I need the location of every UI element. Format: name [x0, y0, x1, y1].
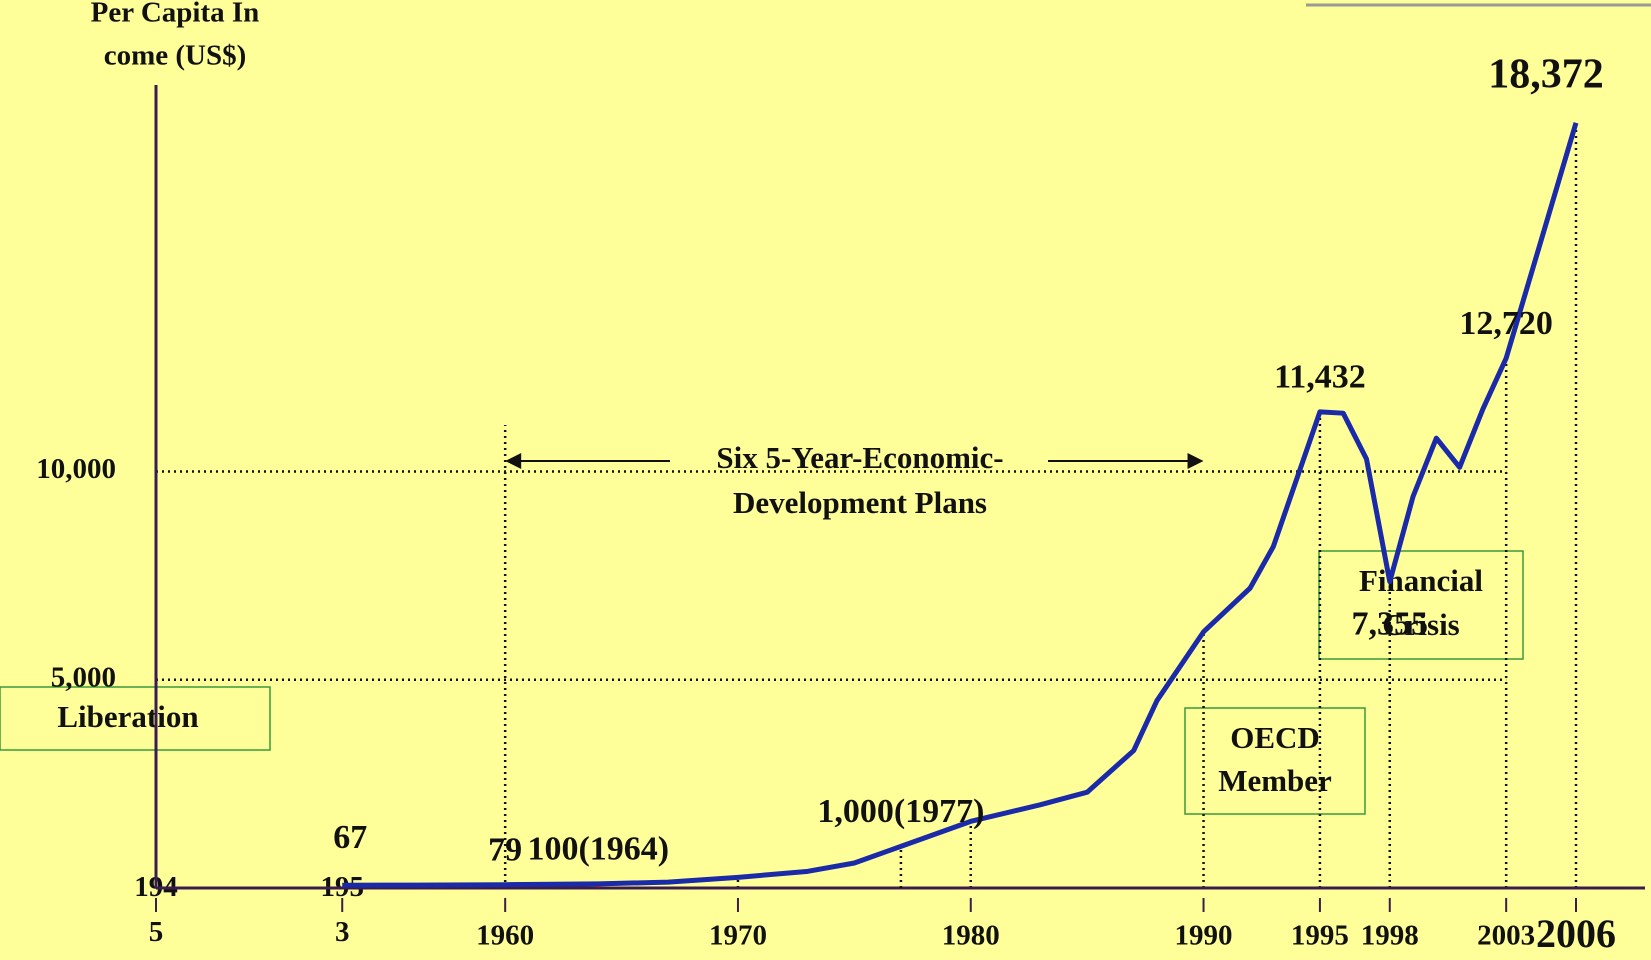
- arrow-head: [1187, 453, 1204, 469]
- x-tick-label: 2006: [1536, 911, 1616, 956]
- series-line: [342, 122, 1579, 888]
- annotation: Member: [1218, 763, 1332, 798]
- x-tick-label: 1990: [1175, 920, 1233, 952]
- annotation: Financial: [1359, 563, 1483, 598]
- y-tick-label: 5,000: [51, 661, 116, 693]
- data-label: 1,000(1977): [817, 793, 984, 830]
- y-tick-label: 10,000: [36, 453, 116, 485]
- annotation: OECD: [1230, 720, 1320, 755]
- data-label: 7,355: [1352, 605, 1429, 642]
- x-tick-label: 2003: [1477, 920, 1535, 952]
- data-label: 11,432: [1274, 359, 1366, 396]
- annotation: Crisis: [1382, 607, 1460, 642]
- data-label: 67: [333, 819, 367, 856]
- arrow-head: [505, 453, 522, 469]
- x-tick-label: 1995: [1291, 920, 1349, 952]
- data-label: 79: [488, 832, 522, 869]
- annotation: Development Plans: [733, 485, 987, 520]
- x-tick-label: 1970: [709, 920, 767, 952]
- y-axis-label: Per Capita In: [91, 0, 260, 29]
- data-label: 18,372: [1488, 51, 1604, 97]
- annotation: Six 5-Year-Economic-: [716, 440, 1003, 475]
- liberation-box: [0, 686, 271, 751]
- annotation: Liberation: [57, 699, 198, 734]
- x-tick-label: 1980: [942, 920, 1000, 952]
- x-tick-label: 1960: [476, 920, 534, 952]
- data-label: 12,720: [1459, 305, 1553, 342]
- x-tick-label: 1998: [1361, 920, 1419, 952]
- y-axis-label: come (US$): [104, 40, 247, 72]
- data-label: 100(1964): [527, 831, 669, 868]
- oecd-box: [1184, 707, 1366, 815]
